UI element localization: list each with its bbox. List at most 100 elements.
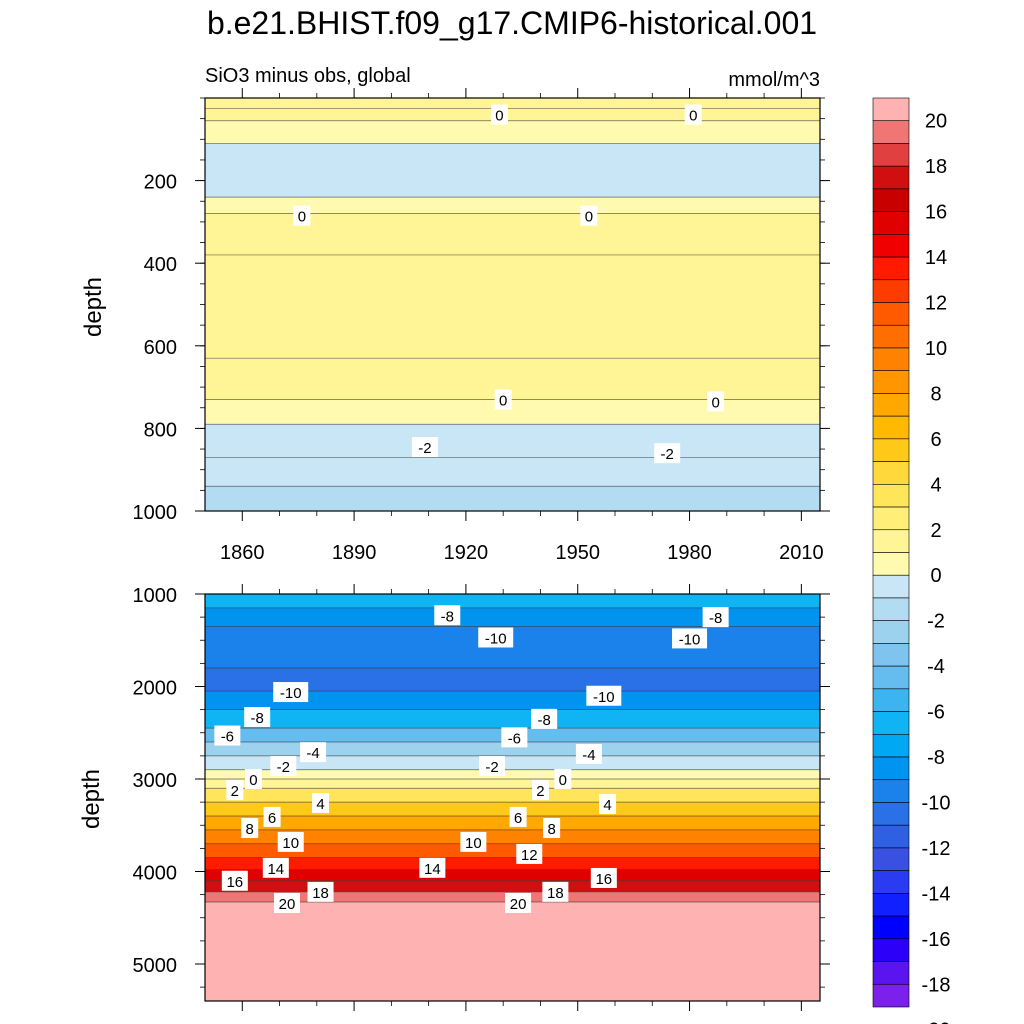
contour-label: 6 <box>514 810 522 827</box>
contour-label: -6 <box>221 729 234 746</box>
contour-band <box>205 779 820 789</box>
contour-label-box <box>580 205 598 226</box>
colorbar-swatch <box>872 802 910 826</box>
plot-frame <box>204 593 821 1002</box>
y-tick-label: 800 <box>144 419 177 441</box>
upper-panel: 0 0 0 0 0 0 -2 -2 200 400 600 800 1000 1860 1890 1920 19… <box>133 88 830 564</box>
contour-label: 0 <box>298 209 306 226</box>
contour-label: 16 <box>226 874 243 891</box>
colorbar-label: 0 <box>930 565 941 587</box>
contour-band <box>205 594 820 608</box>
contour-label: 14 <box>267 861 284 878</box>
y-tick-label: 5000 <box>133 955 178 977</box>
contour-label-box <box>270 756 297 777</box>
y-tick-label: 1000 <box>133 502 178 524</box>
contour-label: 18 <box>312 885 329 902</box>
contour-label: 16 <box>595 871 612 888</box>
chart-title: b.e21.BHIST.f09_g17.CMIP6-historical.001 <box>207 5 817 41</box>
contour-label: 18 <box>547 885 564 902</box>
colorbar-swatch <box>872 688 910 712</box>
contour-band <box>205 399 820 425</box>
contour-label: -4 <box>582 747 595 764</box>
contour-label: -8 <box>709 610 722 627</box>
y-tick-label: 600 <box>144 337 177 359</box>
contour-label: 12 <box>521 847 538 864</box>
contour-band <box>205 108 820 121</box>
contour-label-box <box>702 607 729 628</box>
colorbar-label: -4 <box>927 656 945 678</box>
contour-label: 0 <box>499 392 507 409</box>
contour-band <box>205 742 820 756</box>
contour-label: 0 <box>585 209 593 226</box>
contour-band <box>205 254 820 359</box>
colorbar-swatch <box>872 347 910 372</box>
subtitle-variable: SiO3 minus obs, global <box>205 65 411 87</box>
colorbar-swatch <box>872 97 910 122</box>
contour-label: -8 <box>441 608 454 625</box>
colorbar-swatch <box>872 983 910 1008</box>
contour-label: 0 <box>711 395 719 412</box>
contour-label-box <box>411 436 438 457</box>
colorbar-swatch <box>872 552 910 576</box>
colorbar-label: 20 <box>925 111 947 133</box>
colorbar-label: -16 <box>922 929 951 951</box>
colorbar-swatch <box>872 302 910 326</box>
contour-label: 4 <box>316 796 324 813</box>
contour-label-box <box>244 769 262 789</box>
x-tick-label: 2010 <box>779 542 824 564</box>
colorbar-label: -20 <box>922 1020 951 1024</box>
colorbar-label: 16 <box>925 202 947 224</box>
contour-band <box>205 197 820 214</box>
contour-label: 14 <box>424 861 441 878</box>
contour-label-box <box>277 831 304 852</box>
colorbar-label: -8 <box>927 747 945 769</box>
contour-label-box <box>214 725 241 746</box>
contour-label-box <box>501 727 528 748</box>
colorbar-swatch <box>872 643 910 667</box>
contour-band <box>205 120 820 144</box>
colorbar-label: 2 <box>930 520 941 542</box>
colorbar-swatch <box>872 165 910 190</box>
contour-label: 10 <box>282 835 299 852</box>
contour-label: 10 <box>465 835 482 852</box>
contour-label: 2 <box>231 783 239 800</box>
colorbar-swatch <box>872 256 910 281</box>
colorbar-label: 12 <box>925 293 947 315</box>
colorbar-label: 8 <box>930 383 941 405</box>
colorbar-swatch <box>872 143 910 167</box>
contour-label-box <box>479 756 505 777</box>
colorbar-label: -10 <box>922 792 951 814</box>
contour-band <box>205 843 820 858</box>
colorbar-swatch <box>872 415 910 440</box>
subtitle-units: mmol/m^3 <box>728 69 820 91</box>
contour-label-box <box>586 685 622 706</box>
colorbar-label: -6 <box>927 702 945 724</box>
contour-label-box <box>312 793 330 814</box>
y-tick-label: 3000 <box>133 770 178 792</box>
contour-label-box <box>419 857 446 878</box>
y-tick-label: 2000 <box>133 678 178 700</box>
lower-y-axis-label: depth <box>78 769 105 829</box>
contour-label-box <box>262 857 289 878</box>
contour-label: 0 <box>689 108 697 125</box>
contour-label-box <box>516 843 543 864</box>
colorbar-swatch <box>872 393 910 417</box>
colorbar-swatch <box>872 234 910 258</box>
x-tick-label: 1980 <box>667 542 712 564</box>
colorbar-swatch <box>872 733 910 758</box>
colorbar-label: 10 <box>925 338 947 360</box>
contour-label: 8 <box>246 821 254 838</box>
contour-band <box>205 769 820 779</box>
contour-band <box>205 857 820 870</box>
upper-y-axis-label: depth <box>80 277 107 337</box>
contour-label: 0 <box>559 772 567 789</box>
contour-band <box>205 668 820 692</box>
colorbar-swatch <box>872 484 910 508</box>
contour-label: -2 <box>418 440 431 457</box>
colorbar-swatch <box>872 961 910 985</box>
contour-label: -4 <box>306 745 319 762</box>
contour-label-box <box>554 769 572 789</box>
contour-label-box <box>490 104 508 125</box>
contour-label: 0 <box>495 108 503 125</box>
contour-label: 20 <box>279 896 296 913</box>
